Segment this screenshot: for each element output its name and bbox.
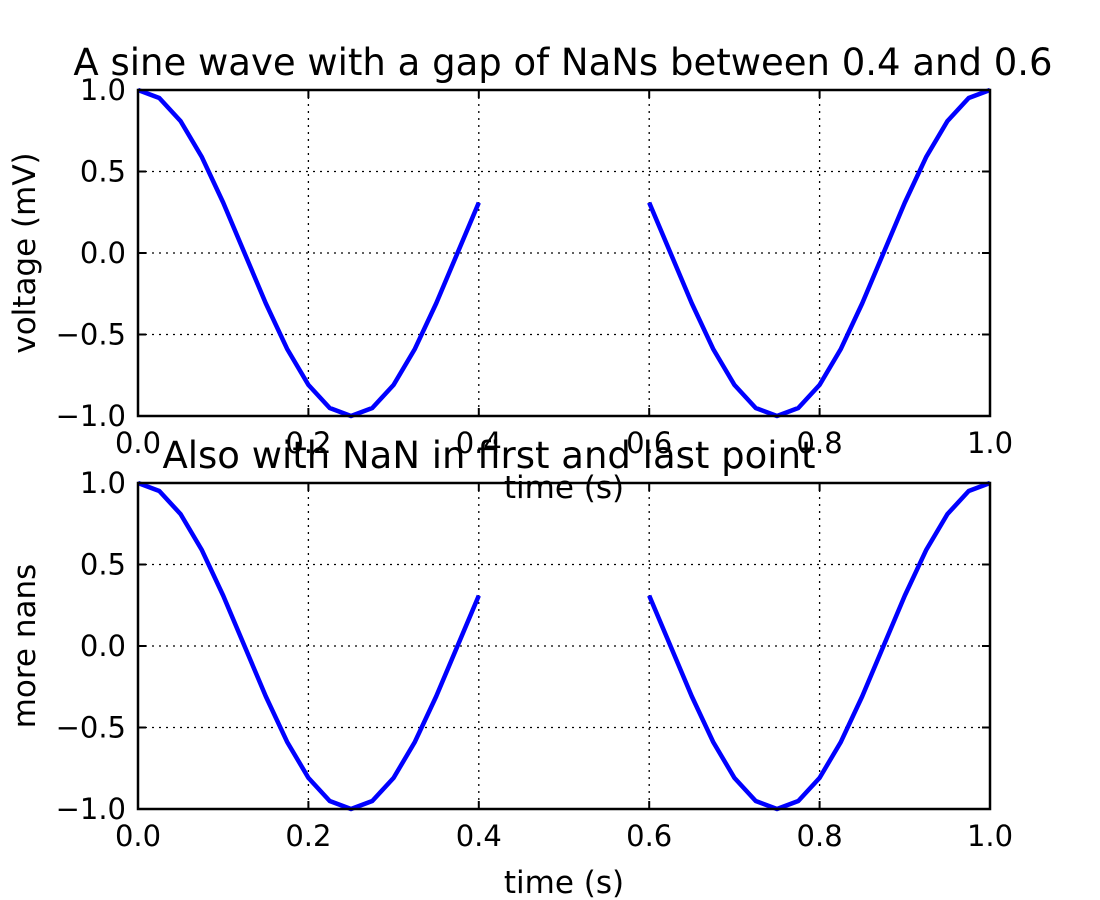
y-tick-label: −1.0 (56, 792, 126, 826)
y-tick-label: 0.0 (80, 236, 126, 270)
x-ticks-top: 0.0 0.2 0.4 0.6 0.8 1.0 (115, 90, 1013, 460)
y-ticks-top: −1.0 −0.5 0.0 0.5 1.0 (56, 73, 990, 433)
y-tick-label: −0.5 (56, 318, 126, 352)
series-line (137, 480, 991, 812)
y-tick-label: 1.0 (80, 466, 126, 500)
x-tick-label: 0.0 (115, 426, 161, 460)
x-tick-label: 0.4 (456, 819, 502, 853)
x-ticks-bottom: 0.0 0.2 0.4 0.6 0.8 1.0 (115, 483, 1013, 853)
y-axis-label-top: voltage (mV) (7, 152, 43, 353)
subplot-bottom: 0.0 0.2 0.4 0.6 0.8 1.0 −1.0 −0.5 0.0 0.5 1.0 tim… (7, 466, 1013, 900)
x-tick-label: 0.4 (456, 426, 502, 460)
x-axis-label-bottom: time (s) (504, 865, 624, 900)
chart-title-bottom: Also with NaN in first and last point (162, 434, 815, 477)
subplot-top: 0.0 0.2 0.4 0.6 0.8 1.0 −1.0 −0.5 0.0 0.5 1.0 A s… (7, 41, 1053, 506)
x-tick-label: 0.6 (626, 819, 672, 853)
x-tick-label: 0.2 (285, 426, 331, 460)
gridlines-top (138, 90, 990, 416)
y-tick-label: 0.5 (80, 548, 126, 582)
x-tick-label: 0.6 (626, 426, 672, 460)
series-top (137, 87, 991, 419)
x-tick-label: 1.0 (967, 426, 1013, 460)
x-tick-label: 0.0 (115, 819, 161, 853)
chart-title-top: A sine wave with a gap of NaNs between 0… (73, 41, 1052, 84)
y-tick-label: −1.0 (56, 399, 126, 433)
axes-frame-bottom (136, 481, 992, 811)
y-tick-label: 0.5 (80, 155, 126, 189)
series-line (137, 87, 991, 419)
x-tick-label: 0.2 (285, 819, 331, 853)
y-tick-label: 0.0 (80, 629, 126, 663)
y-axis-label-bottom: more nans (7, 564, 43, 729)
series-bottom (137, 480, 991, 812)
x-axis-label-top: time (s) (504, 470, 624, 506)
y-ticks-bottom: −1.0 −0.5 0.0 0.5 1.0 (56, 466, 990, 826)
y-tick-label: 1.0 (80, 73, 126, 107)
x-tick-label: 0.8 (797, 426, 843, 460)
axes-frame-top (136, 88, 992, 418)
x-tick-label: 0.8 (797, 819, 843, 853)
y-tick-label: −0.5 (56, 711, 126, 745)
x-tick-label: 1.0 (967, 819, 1013, 853)
gridlines-bottom (138, 483, 990, 809)
